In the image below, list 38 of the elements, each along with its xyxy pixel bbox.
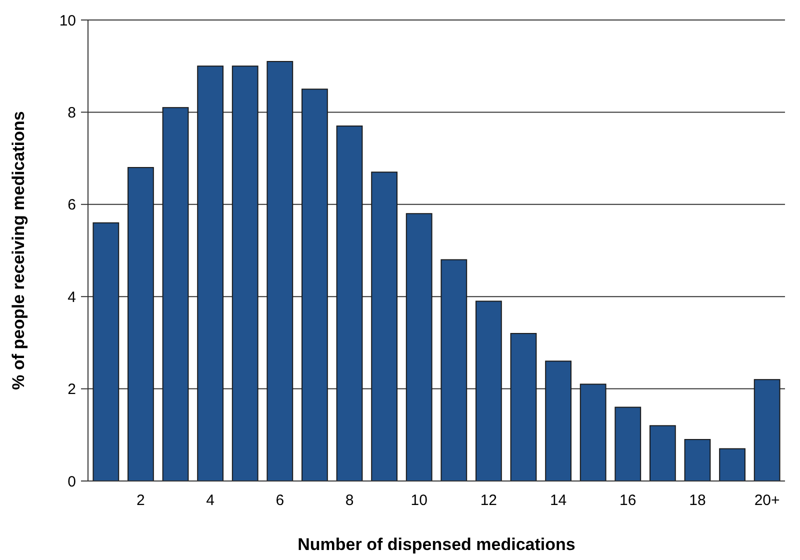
bar [510, 332, 537, 482]
bar [197, 66, 224, 482]
x-tick-label: 6 [276, 492, 284, 509]
y-tick-label: 2 [68, 381, 76, 398]
x-tick-label: 10 [410, 492, 428, 509]
x-tick-label: 8 [345, 492, 354, 509]
bar [719, 448, 746, 482]
x-axis-title: Number of dispensed medications [298, 535, 576, 554]
x-tick-label: 16 [620, 492, 636, 509]
bar [649, 425, 676, 482]
bar [406, 213, 432, 482]
x-tick-label: 4 [206, 492, 214, 509]
y-tick-label: 10 [59, 12, 76, 30]
x-tick-label: 18 [689, 492, 706, 509]
bar [754, 379, 780, 482]
bar [545, 360, 572, 482]
y-tick-label: 8 [68, 104, 76, 122]
y-tick-label: 6 [68, 196, 76, 214]
bar [336, 126, 363, 482]
bar [475, 300, 502, 482]
bar [302, 88, 328, 482]
x-tick-label: 14 [550, 492, 567, 509]
x-tick-label: 12 [480, 492, 498, 509]
y-axis-title: % of people receiving medications [9, 111, 28, 390]
bar [128, 167, 154, 482]
bar [371, 172, 398, 482]
bar [684, 439, 711, 482]
y-tick-label: 4 [68, 288, 76, 306]
y-tick-label: 0 [68, 473, 76, 490]
x-tick-label: 2 [136, 492, 145, 509]
bar [232, 66, 258, 482]
x-tick-label: 20+ [754, 492, 780, 509]
bar [580, 384, 606, 482]
bar [162, 107, 189, 482]
bar [92, 222, 120, 482]
bar [266, 60, 294, 482]
bar [440, 259, 468, 482]
bar [614, 406, 642, 482]
